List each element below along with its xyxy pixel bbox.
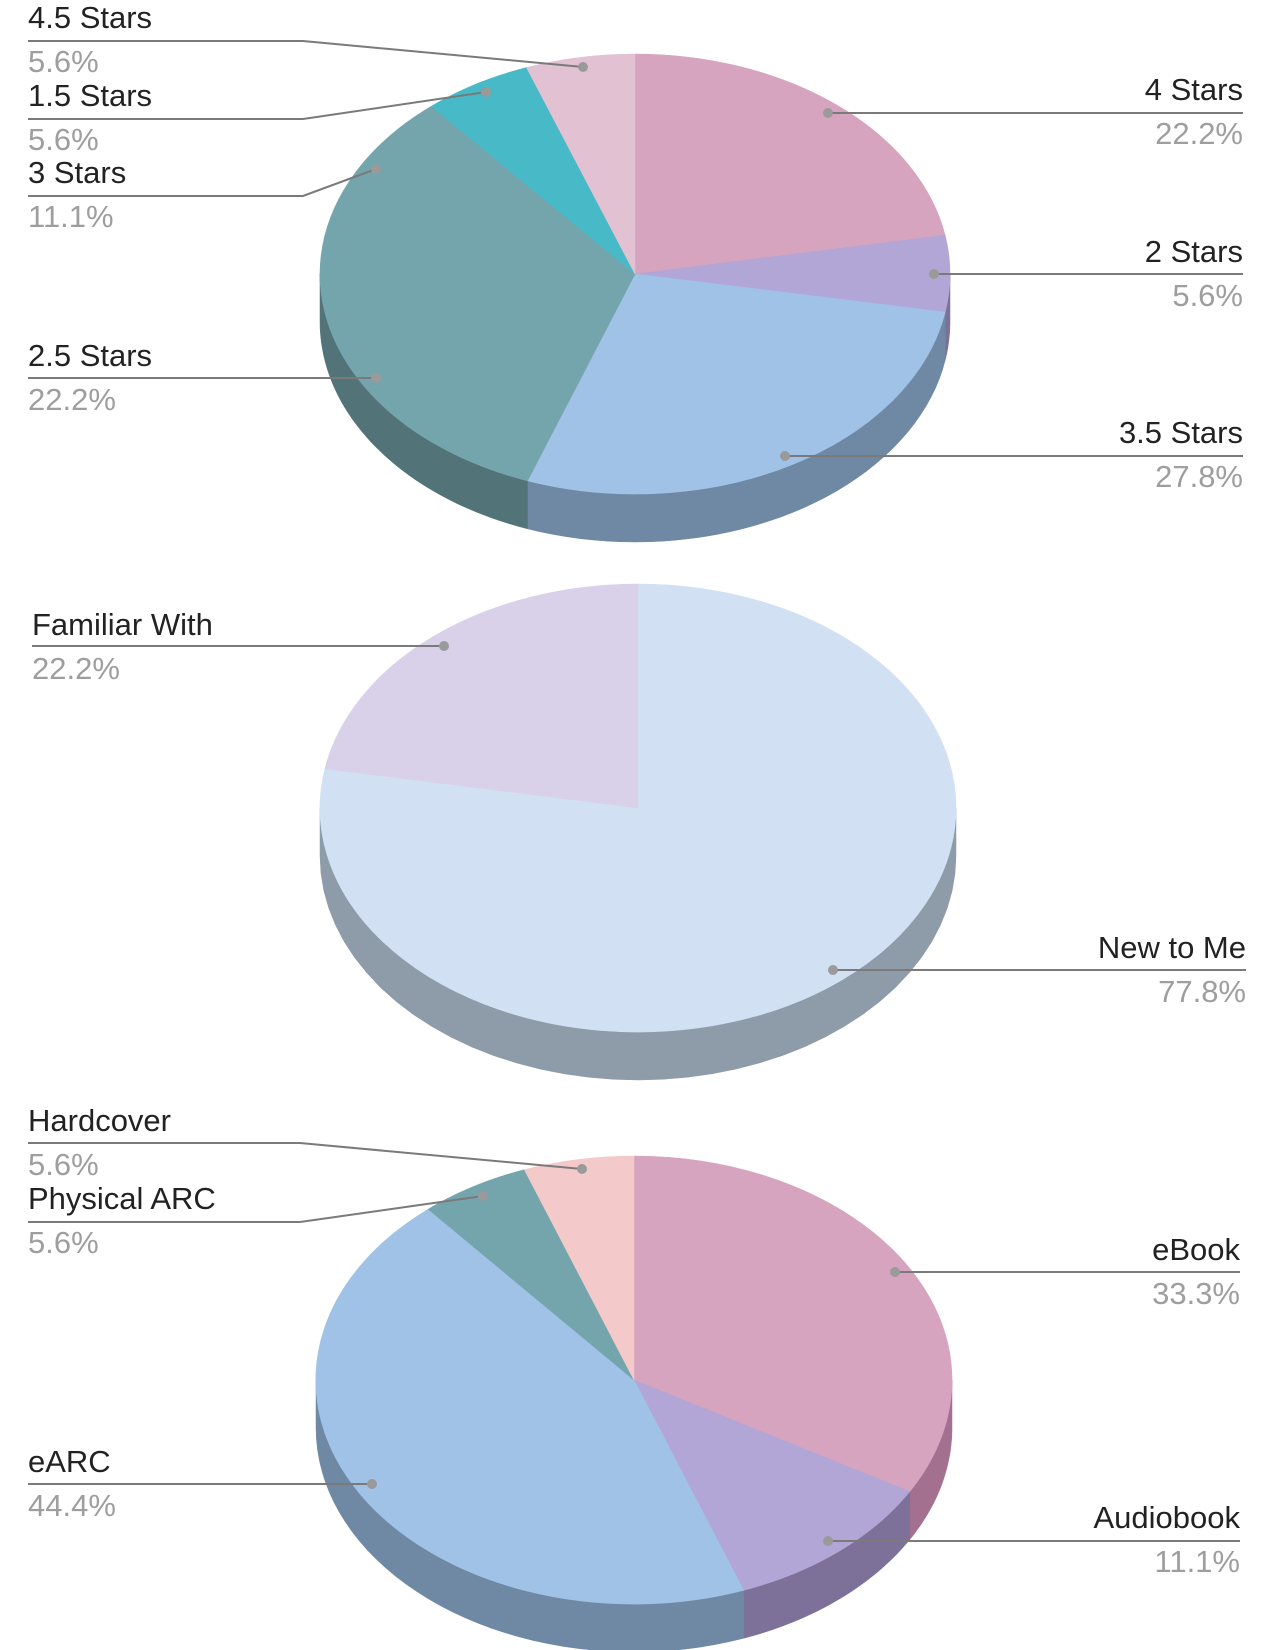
leader-dot-2-5-stars bbox=[371, 373, 381, 383]
label-1-5-stars: 1.5 Stars bbox=[28, 78, 152, 113]
leader-dot-earc bbox=[367, 1479, 377, 1489]
pie-chart-2: New to Me 77.8% Familiar With 22.2% bbox=[32, 583, 1246, 1081]
label-3-stars: 3 Stars bbox=[28, 155, 126, 190]
value-label-1-5-stars: 5.6% bbox=[28, 122, 99, 157]
value-label-2-stars: 5.6% bbox=[1172, 278, 1243, 313]
pie-slice-3-stars bbox=[324, 105, 636, 275]
value-label-3-5-stars: 27.8% bbox=[1155, 459, 1243, 494]
pie-slice-3-5-stars bbox=[527, 273, 946, 495]
leader-dot-hardcover bbox=[577, 1164, 587, 1174]
label-4-5-stars: 4.5 Stars bbox=[28, 0, 152, 35]
leader-dot-audiobook bbox=[823, 1536, 833, 1546]
pie-chart-3: eBook 33.3% Audiobook 11.1% eARC 44.4% Physica… bbox=[28, 1103, 1240, 1650]
label-physical-arc: Physical ARC bbox=[28, 1181, 216, 1216]
label-2-5-stars: 2.5 Stars bbox=[28, 338, 152, 373]
value-label-earc: 44.4% bbox=[28, 1488, 116, 1523]
pie-chart-1: 4 Stars 22.2% 2 Stars 5.6% 3.5 Stars 27.8% 2.5… bbox=[28, 0, 1243, 543]
leader-line-4-5-stars bbox=[28, 40, 584, 68]
value-label-ebook: 33.3% bbox=[1152, 1276, 1240, 1311]
value-label-familiar-with: 22.2% bbox=[32, 651, 120, 686]
leader-dot-2-stars bbox=[929, 269, 939, 279]
value-label-3-stars: 11.1% bbox=[28, 199, 114, 234]
leader-dot-familiar-with bbox=[439, 641, 449, 651]
label-hardcover: Hardcover bbox=[28, 1103, 171, 1138]
pie-slice-4-stars bbox=[634, 53, 946, 275]
pie-slice-ebook bbox=[633, 1155, 953, 1492]
pie-slice-audiobook bbox=[633, 1379, 911, 1591]
leader-dot-ebook bbox=[890, 1267, 900, 1277]
leader-dot-4-stars bbox=[823, 108, 833, 118]
label-2-stars: 2 Stars bbox=[1145, 234, 1243, 269]
value-label-physical-arc: 5.6% bbox=[28, 1225, 99, 1260]
leader-dot-physical-arc bbox=[478, 1191, 488, 1201]
label-3-5-stars: 3.5 Stars bbox=[1119, 415, 1243, 450]
leader-line-3-stars bbox=[28, 168, 377, 197]
leader-dot-3-stars bbox=[371, 164, 381, 174]
value-label-audiobook: 11.1% bbox=[1154, 1544, 1240, 1579]
value-label-hardcover: 5.6% bbox=[28, 1147, 99, 1182]
label-familiar-with: Familiar With bbox=[32, 607, 213, 642]
value-label-2-5-stars: 22.2% bbox=[28, 382, 116, 417]
label-4-stars: 4 Stars bbox=[1145, 72, 1243, 107]
leader-dot-1-5-stars bbox=[481, 87, 491, 97]
pie-slice-2-5-stars bbox=[319, 236, 636, 482]
pie-slice-earc bbox=[315, 1208, 745, 1605]
label-audiobook: Audiobook bbox=[1093, 1500, 1240, 1535]
leader-dot-new-to-me bbox=[828, 965, 838, 975]
label-earc: eARC bbox=[28, 1444, 111, 1479]
pie-slice-new-to-me bbox=[319, 583, 957, 1033]
value-label-4-5-stars: 5.6% bbox=[28, 44, 99, 79]
label-ebook: eBook bbox=[1152, 1232, 1240, 1267]
leader-line-1-5-stars bbox=[28, 91, 487, 120]
pie-slice-4-5-stars bbox=[526, 53, 636, 275]
label-new-to-me: New to Me bbox=[1098, 930, 1246, 965]
leader-line-hardcover bbox=[28, 1142, 583, 1170]
value-label-new-to-me: 77.8% bbox=[1158, 974, 1246, 1009]
leader-dot-3-5-stars bbox=[780, 451, 790, 461]
leader-line-physical-arc bbox=[28, 1195, 484, 1223]
pie-slice-hardcover bbox=[523, 1155, 635, 1381]
pie-slice-familiar-with bbox=[324, 583, 639, 809]
leader-dot-4-5-stars bbox=[578, 62, 588, 72]
value-label-4-stars: 22.2% bbox=[1155, 116, 1243, 151]
